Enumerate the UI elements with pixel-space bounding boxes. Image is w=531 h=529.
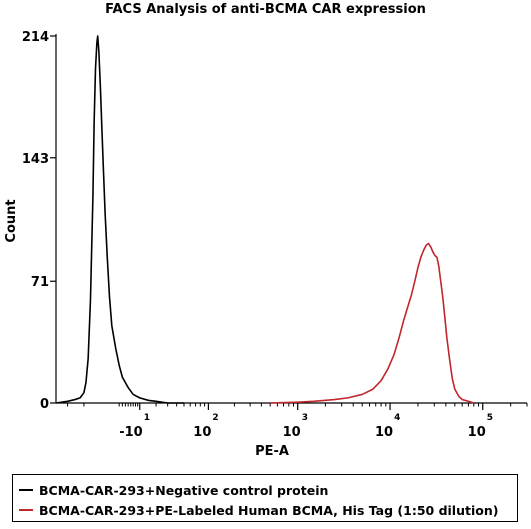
series-line-0 — [55, 35, 184, 404]
x-tick-label-1: 10 — [193, 425, 211, 440]
legend-label-pe-labeled-bcma: BCMA-CAR-293+PE-Labeled Human BCMA, His … — [39, 502, 499, 518]
legend-item-negative-control: BCMA-CAR-293+Negative control protein — [19, 480, 328, 500]
x-tick-label-2: 10 — [283, 425, 301, 440]
legend-label-negative-control: BCMA-CAR-293+Negative control protein — [39, 482, 329, 498]
x-tick-label-0: -10 — [119, 425, 143, 440]
legend: BCMA-CAR-293+Negative control protein BC… — [12, 474, 518, 522]
x-tick-exponent-0: 1 — [144, 413, 150, 423]
x-tick-exponent-2: 3 — [302, 413, 308, 423]
y-tick-label-143: 143 — [22, 152, 49, 167]
y-tick-label-214: 214 — [22, 30, 49, 45]
y-tick-label-71: 71 — [31, 275, 49, 290]
series-line-1 — [270, 242, 475, 404]
x-tick-exponent-4: 5 — [487, 413, 493, 423]
y-axis-label: Count — [4, 199, 19, 242]
y-tick-label-0: 0 — [40, 397, 49, 412]
x-tick-label-3: 10 — [375, 425, 393, 440]
x-tick-exponent-3: 4 — [394, 413, 400, 423]
x-tick-exponent-1: 2 — [212, 413, 218, 423]
legend-swatch-negative-control — [19, 489, 33, 491]
series-layer — [55, 35, 475, 404]
legend-item-pe-labeled-bcma: BCMA-CAR-293+PE-Labeled Human BCMA, His … — [19, 500, 498, 520]
legend-swatch-pe-labeled-bcma — [19, 509, 33, 511]
x-axis-label: PE-A — [255, 444, 289, 459]
x-tick-label-4: 10 — [468, 425, 486, 440]
chart-title: FACS Analysis of anti-BCMA CAR expressio… — [105, 2, 426, 17]
